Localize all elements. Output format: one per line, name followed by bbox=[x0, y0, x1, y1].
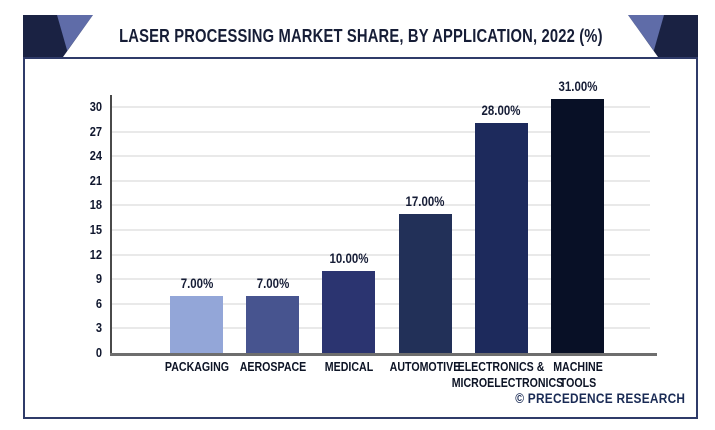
bar-value-label: 28.00% bbox=[481, 103, 521, 119]
banner-ribbon bbox=[23, 15, 698, 57]
gridline bbox=[112, 302, 650, 305]
chart-title: LASER PROCESSING MARKET SHARE, BY APPLIC… bbox=[118, 25, 603, 46]
gridline bbox=[112, 179, 650, 182]
gridline bbox=[112, 253, 650, 256]
y-tick-label: 30 bbox=[89, 99, 102, 114]
category-label: AEROSPACE bbox=[239, 360, 306, 374]
bar-electronics- bbox=[474, 123, 528, 353]
watermark-credit: © PRECEDENCE RESEARCH bbox=[514, 391, 685, 406]
gridline bbox=[112, 278, 650, 281]
y-tick-label: 6 bbox=[95, 295, 102, 311]
bar-automotive bbox=[398, 213, 452, 353]
gridline bbox=[112, 327, 650, 330]
y-axis-line bbox=[110, 95, 112, 353]
y-tick-label: 18 bbox=[89, 197, 102, 213]
category-label: MACHINE TOOLS bbox=[552, 360, 603, 390]
y-tick-label: 12 bbox=[89, 246, 102, 262]
bar-value-label: 7.00% bbox=[256, 275, 289, 291]
bar-value-label: 17.00% bbox=[405, 193, 445, 209]
gridline bbox=[112, 106, 650, 108]
title-banner: LASER PROCESSING MARKET SHARE, BY APPLIC… bbox=[23, 15, 698, 57]
category-label: ELECTRONICS & MICROELECTRONICS bbox=[451, 360, 564, 390]
y-tick-label: 24 bbox=[89, 148, 102, 164]
category-label: AUTOMOTIVE bbox=[389, 360, 461, 374]
category-label: MEDICAL bbox=[324, 360, 374, 374]
bar-value-label: 7.00% bbox=[180, 275, 213, 291]
y-tick-label: 15 bbox=[89, 222, 102, 237]
y-tick-label: 3 bbox=[95, 320, 102, 336]
y-tick-label: 9 bbox=[95, 271, 102, 287]
bar-medical bbox=[322, 271, 376, 353]
gridline bbox=[112, 155, 650, 158]
bar-aerospace bbox=[246, 295, 300, 353]
y-tick-label: 27 bbox=[89, 123, 102, 139]
gridline bbox=[112, 130, 650, 133]
gridline bbox=[112, 204, 650, 207]
bar-value-label: 10.00% bbox=[329, 251, 369, 266]
y-tick-label: 0 bbox=[95, 345, 102, 360]
category-label: PACKAGING bbox=[164, 360, 229, 374]
x-axis-line bbox=[110, 353, 657, 356]
bar-packaging bbox=[170, 295, 223, 353]
y-tick-label: 21 bbox=[89, 172, 102, 188]
gridline bbox=[112, 229, 650, 231]
bar-machine bbox=[551, 98, 604, 353]
bar-value-label: 31.00% bbox=[558, 78, 597, 94]
